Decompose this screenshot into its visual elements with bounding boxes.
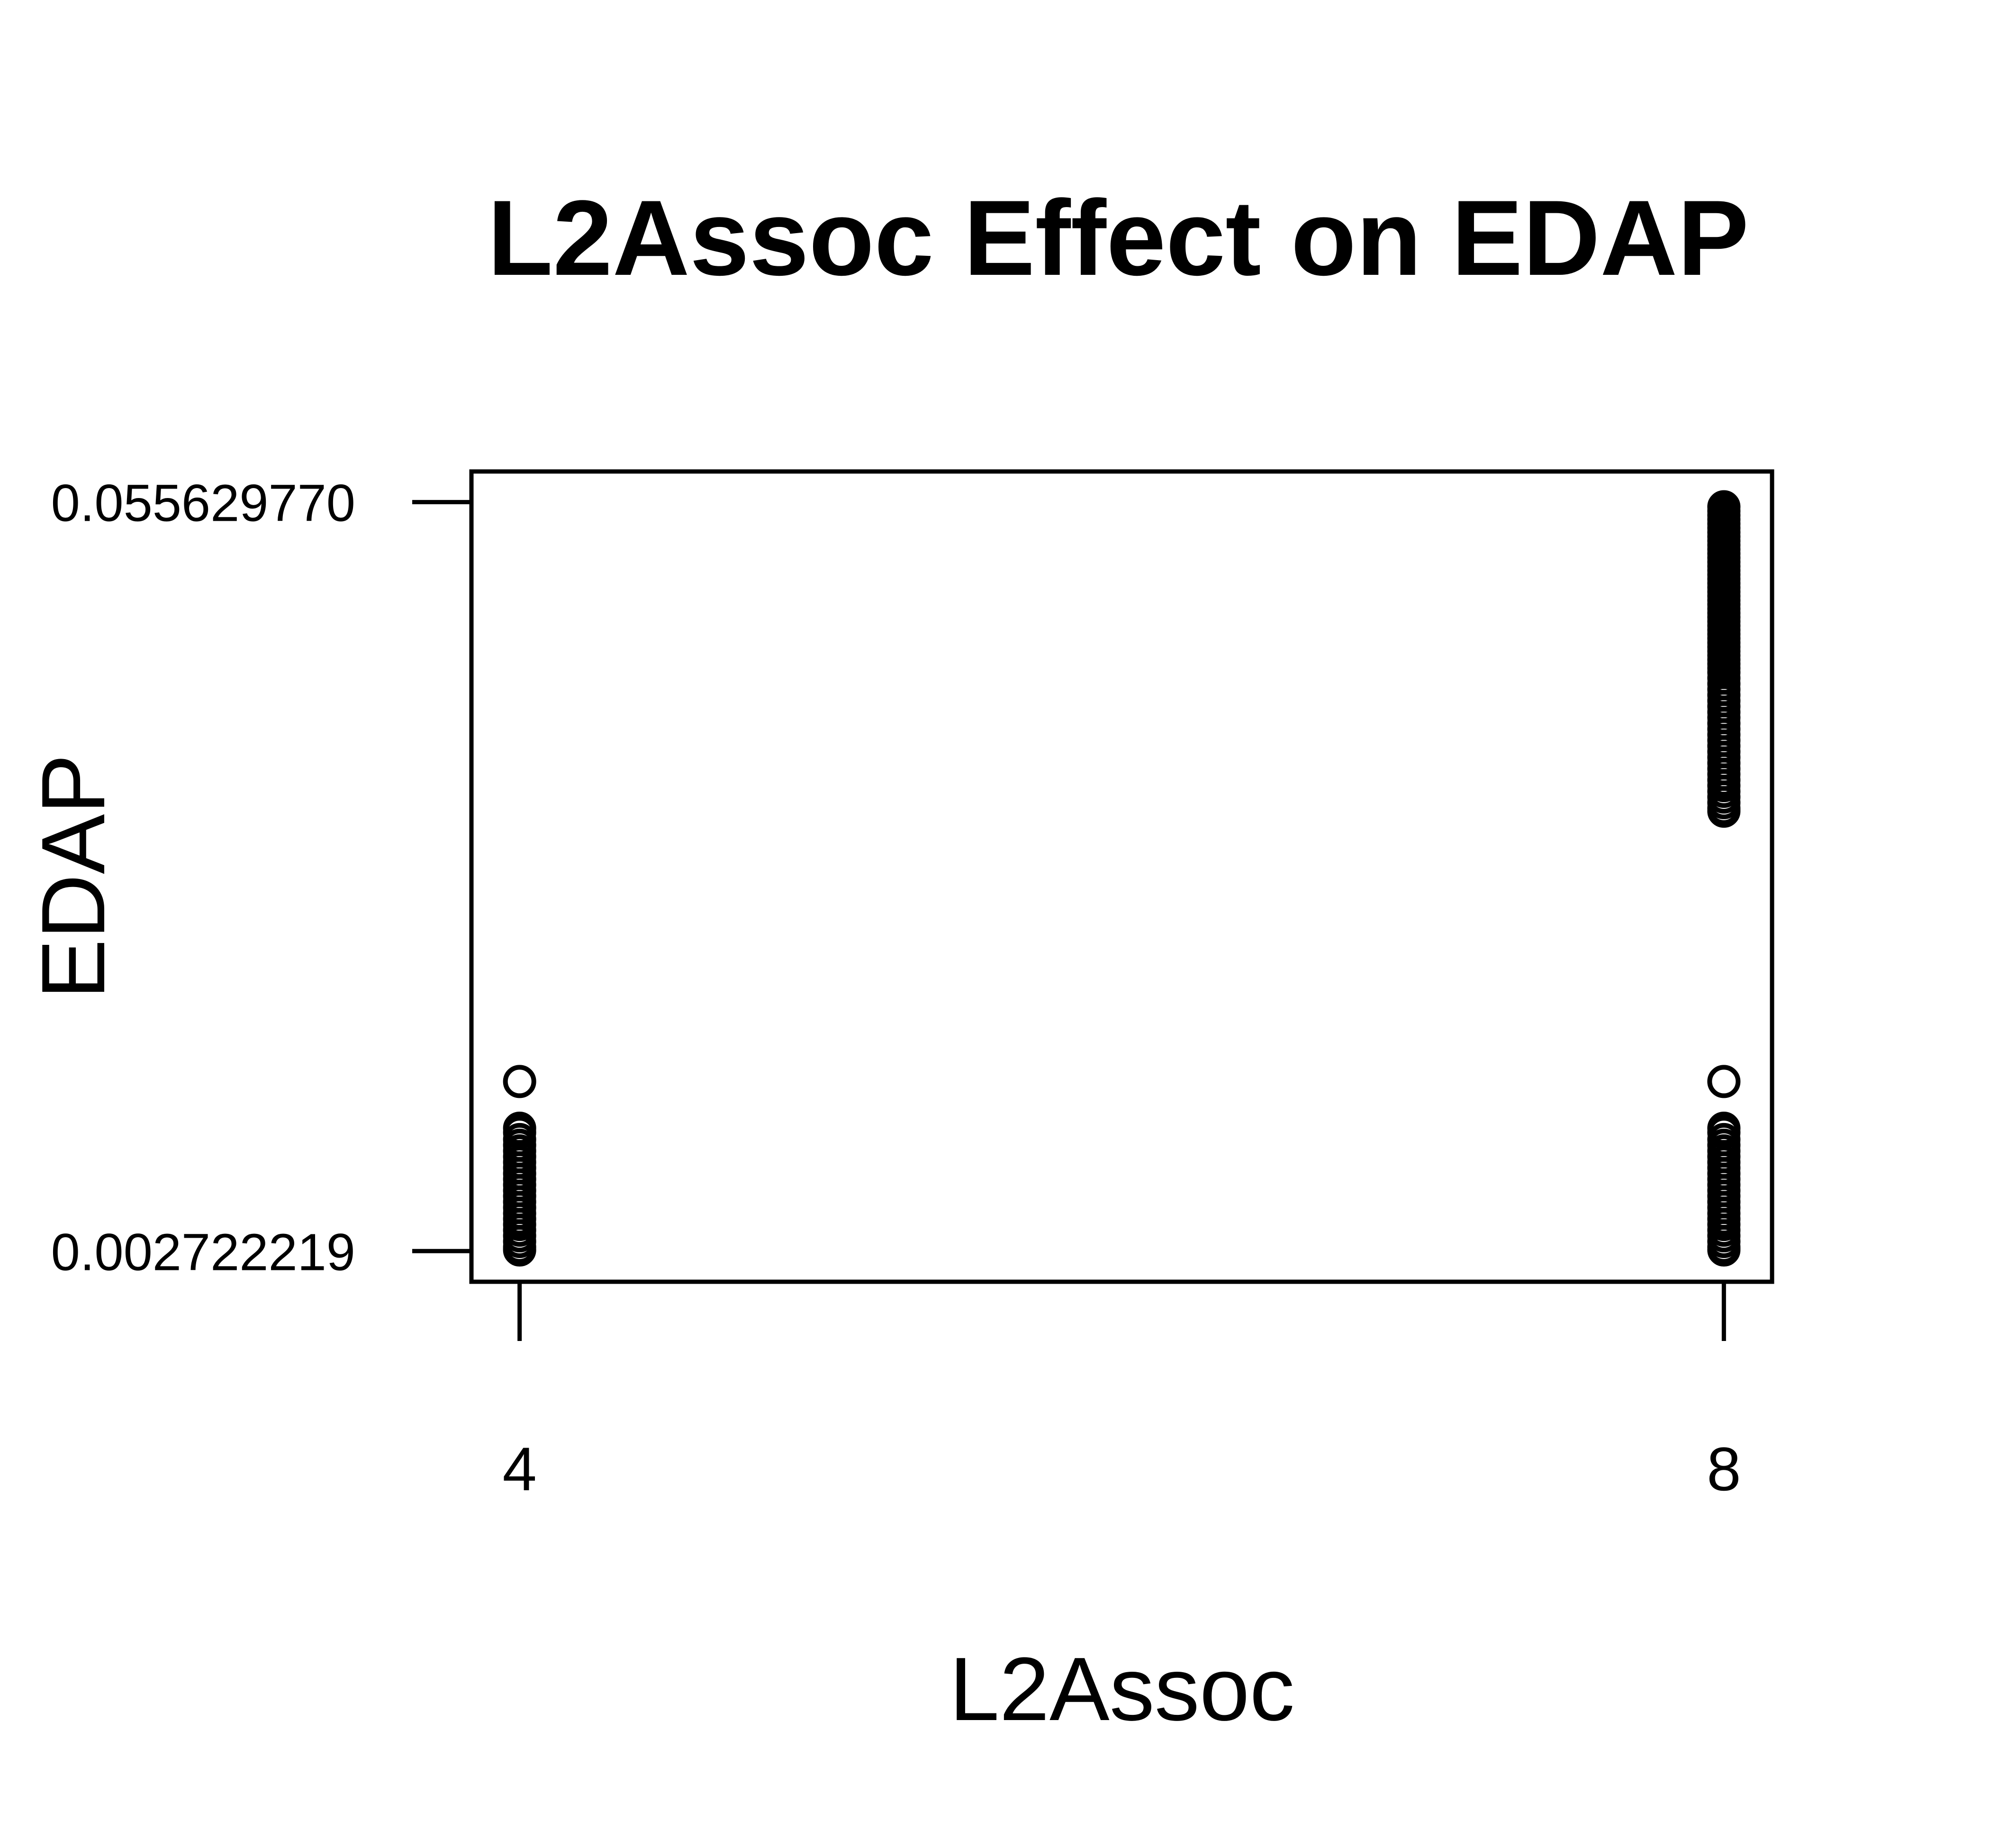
data-point [503,1065,536,1098]
y-axis: 0.002722219 0.055629770 [51,474,471,1281]
plot-frame [469,469,1774,1284]
data-point [1707,1065,1741,1098]
chart-title: L2Assoc Effect on EDAP [488,178,1749,298]
y-tick-label: 0.002722219 [51,1223,355,1281]
data-points [503,490,1741,1267]
data-point [503,1233,536,1267]
x-axis-label: L2Assoc [950,1639,1295,1739]
x-tick-label: 4 [503,1434,537,1504]
data-point [1707,1233,1741,1267]
y-tick-label: 0.055629770 [51,474,355,533]
data-point [1707,794,1741,828]
x-tick-label: 8 [1707,1434,1741,1504]
y-axis-label: EDAP [23,754,124,999]
